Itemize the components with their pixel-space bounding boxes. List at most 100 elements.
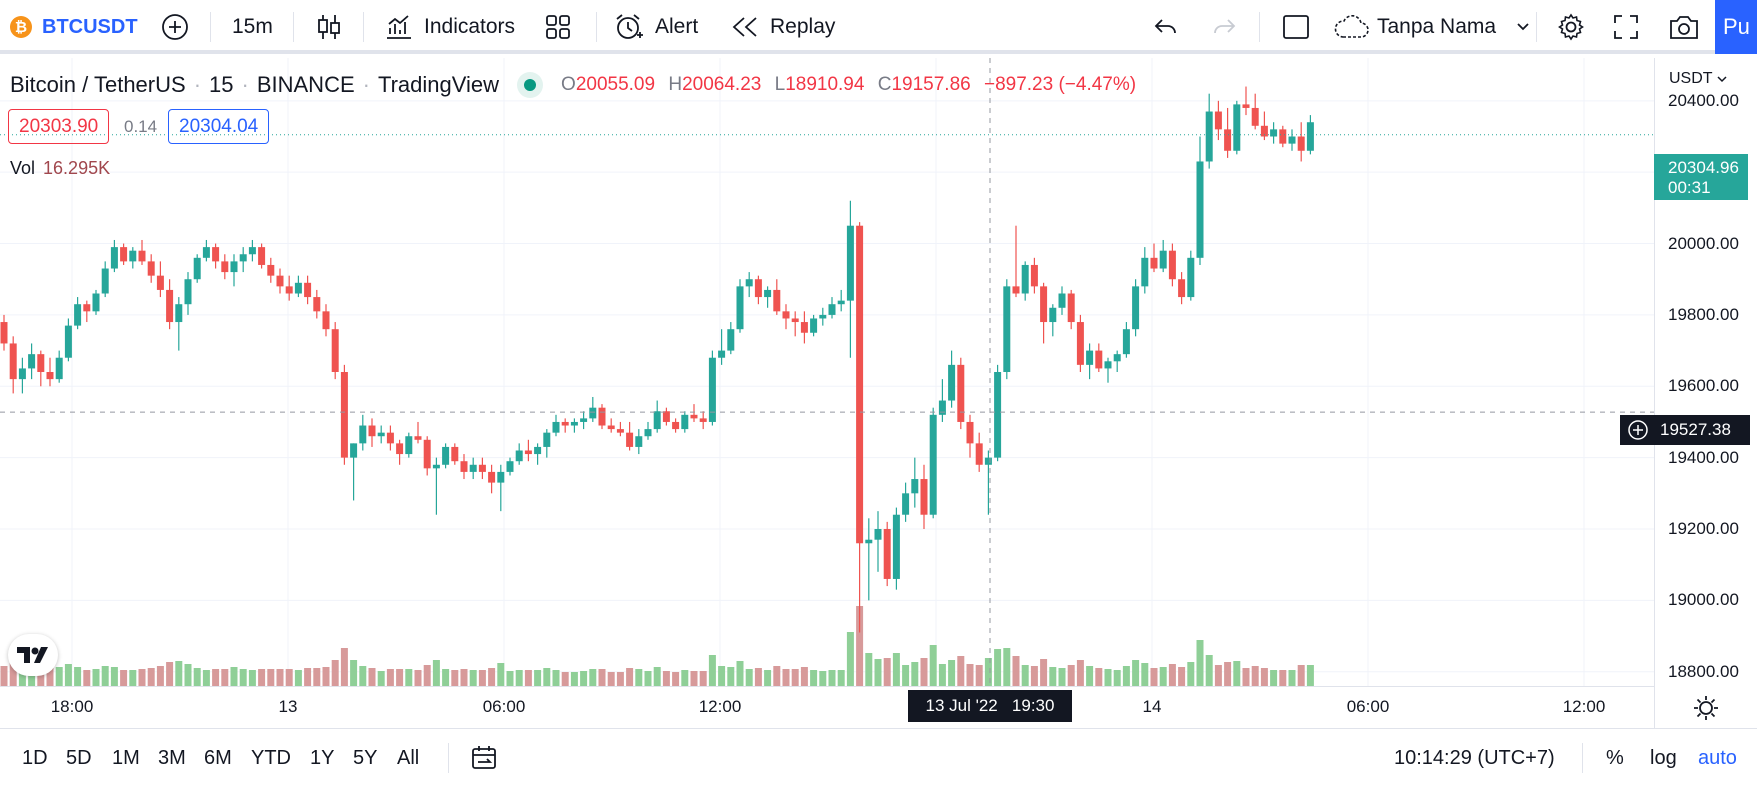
volume-bar <box>975 665 983 686</box>
volume-legend: Vol 16.295K <box>10 158 110 179</box>
symbol-search-button[interactable]: ₿ BTCUSDT <box>10 0 138 54</box>
ask-value: 20304.04 <box>179 115 259 137</box>
currency-selector[interactable]: USDT <box>1669 70 1727 88</box>
candle-body <box>1224 129 1232 151</box>
volume-bar <box>580 671 588 686</box>
percent-scale-toggle[interactable]: % <box>1606 729 1624 787</box>
volume-bar <box>754 668 762 686</box>
volume-bar <box>764 670 772 686</box>
volume-bar <box>699 671 707 686</box>
volume-bar <box>662 671 670 686</box>
candle-body <box>37 354 45 372</box>
undo-button[interactable] <box>1152 0 1180 54</box>
legend-dot: · <box>193 72 202 97</box>
candle-body <box>350 443 358 458</box>
chart-type-button[interactable] <box>316 0 342 54</box>
chart-pane[interactable] <box>0 58 1757 728</box>
symbol-description[interactable]: Bitcoin / TetherUS <box>10 72 186 97</box>
volume-bar <box>396 669 404 686</box>
candle-body <box>534 446 542 455</box>
range-all[interactable]: All <box>397 729 419 787</box>
range-5y[interactable]: 5Y <box>353 729 377 787</box>
legend-source: TradingView <box>377 72 500 97</box>
volume-bar <box>607 672 615 686</box>
buy-price-button[interactable]: 20304.04 <box>168 109 270 144</box>
plus-circle-icon[interactable] <box>1626 418 1650 442</box>
low-value: 18910.94 <box>785 74 865 95</box>
snapshot-button[interactable] <box>1668 0 1700 54</box>
layouts-button[interactable] <box>544 0 572 54</box>
candle-body <box>110 247 118 269</box>
time-axis-settings-button[interactable] <box>1692 694 1720 727</box>
volume-bar <box>18 666 26 686</box>
sell-price-button[interactable]: 20303.90 <box>8 109 110 144</box>
clock-timezone-button[interactable]: 10:14:29 (UTC+7) <box>1394 729 1555 787</box>
volume-bar <box>938 664 946 686</box>
volume-bar <box>570 672 578 686</box>
candle-body <box>1141 257 1149 287</box>
candlestick-chart[interactable] <box>0 58 1654 728</box>
symbol-label: BTCUSDT <box>42 15 138 38</box>
alert-button[interactable]: Alert <box>613 0 698 54</box>
candle-body <box>1104 361 1112 369</box>
candle-body <box>1251 107 1259 126</box>
interval-button[interactable]: 15m <box>232 0 273 54</box>
publish-label: Pu <box>1723 14 1750 39</box>
fullscreen-button[interactable] <box>1612 0 1640 54</box>
replay-button[interactable]: Replay <box>730 0 835 54</box>
candle-body <box>856 225 864 544</box>
candle-body <box>1076 322 1084 365</box>
layout-name-button[interactable]: Tanpa Nama <box>1333 0 1532 54</box>
redo-button[interactable] <box>1210 0 1238 54</box>
candle-body <box>46 372 54 380</box>
candle-body <box>1196 161 1204 258</box>
candle-body <box>55 357 63 380</box>
range-1y[interactable]: 1Y <box>310 729 334 787</box>
range-label: 1D <box>22 746 48 769</box>
range-3m[interactable]: 3M <box>158 729 186 787</box>
candle-body <box>1122 329 1130 355</box>
candle-body <box>837 300 845 305</box>
volume-bar <box>929 645 937 686</box>
high-key: H <box>668 74 683 95</box>
redo-icon <box>1214 19 1236 34</box>
candle-body <box>589 407 597 419</box>
range-ytd[interactable]: YTD <box>251 729 291 787</box>
compare-add-button[interactable] <box>160 0 190 54</box>
volume-bar <box>258 669 266 686</box>
candle-body <box>432 464 440 469</box>
volume-bar <box>1233 661 1241 686</box>
volume-bar <box>1178 667 1186 686</box>
candle-body <box>368 425 376 437</box>
time-axis[interactable] <box>0 686 1654 728</box>
candle-body <box>966 421 974 444</box>
volume-bar <box>727 667 735 686</box>
range-6m[interactable]: 6M <box>204 729 232 787</box>
publish-button[interactable]: Pu <box>1715 0 1757 54</box>
tradingview-logo[interactable] <box>8 634 58 676</box>
legend-exchange: BINANCE <box>256 72 355 97</box>
indicators-button[interactable]: Indicators <box>384 0 515 54</box>
volume-bar <box>1113 670 1121 686</box>
volume-bar <box>442 669 450 686</box>
fullscreen-mode-button[interactable] <box>1282 0 1310 54</box>
candle-body <box>616 429 624 433</box>
candle-body <box>552 421 560 433</box>
go-to-date-button[interactable] <box>470 729 500 787</box>
range-1d[interactable]: 1D <box>22 729 48 787</box>
range-5d[interactable]: 5D <box>66 729 92 787</box>
settings-button[interactable] <box>1556 0 1586 54</box>
volume-bar <box>1150 668 1158 686</box>
volume-bar <box>874 659 882 686</box>
candle-body <box>1279 129 1287 144</box>
range-1m[interactable]: 1M <box>112 729 140 787</box>
auto-scale-toggle[interactable]: auto <box>1698 729 1737 787</box>
candle-body <box>754 279 762 298</box>
log-scale-toggle[interactable]: log <box>1650 729 1677 787</box>
low-key: L <box>774 74 786 95</box>
tradingview-logo-icon <box>17 647 48 663</box>
candle-body <box>1288 136 1296 144</box>
candle-body <box>294 282 302 294</box>
high-value: 20064.23 <box>682 74 762 95</box>
market-status-icon[interactable] <box>517 72 544 98</box>
